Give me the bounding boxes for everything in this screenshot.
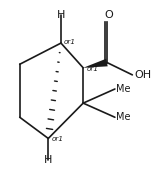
Text: O: O xyxy=(104,10,113,20)
Text: Me: Me xyxy=(116,84,131,94)
Text: Me: Me xyxy=(116,112,131,122)
Text: H: H xyxy=(57,10,65,20)
Text: OH: OH xyxy=(134,70,151,80)
Text: H: H xyxy=(44,155,52,165)
Text: or1: or1 xyxy=(52,136,64,142)
Text: or1: or1 xyxy=(86,66,98,72)
Text: or1: or1 xyxy=(64,39,76,45)
Polygon shape xyxy=(83,59,108,68)
